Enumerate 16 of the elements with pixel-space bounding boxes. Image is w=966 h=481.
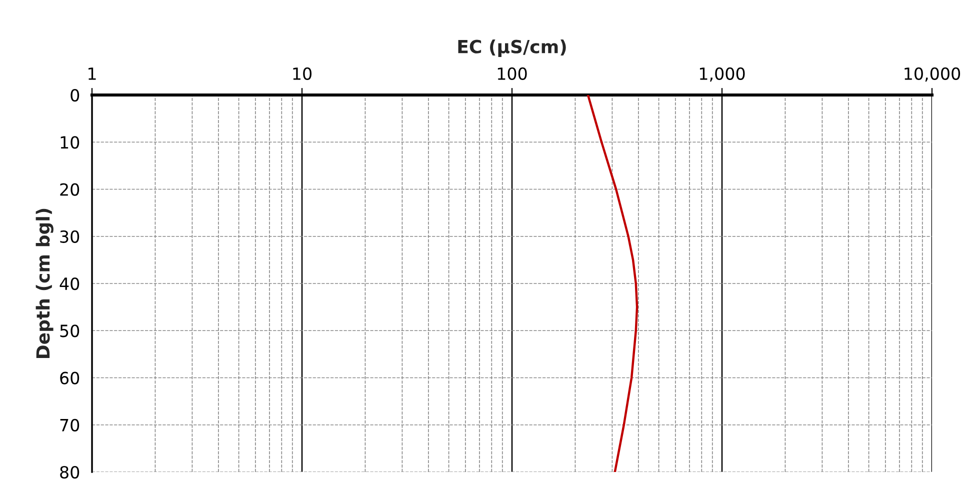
x-tick-label: 10 [293,67,312,80]
x-tick-label: 1 [88,68,96,80]
y-tick-label: 30 [60,230,80,243]
y-axis-title: Depth (cm bgl) [36,208,54,358]
y-tick-label: 20 [60,183,80,196]
y-tick-label: 10 [60,136,80,149]
x-tick-label: 10,000 [904,67,960,82]
y-tick-label: 0 [70,88,80,102]
y-tick-label: 50 [60,324,80,338]
x-tick-label: 1,000 [700,67,745,82]
y-tick-label: 80 [60,466,80,479]
x-tick-label: 100 [498,67,527,80]
y-tick-label: 60 [60,372,80,384]
y-tick-label: 40 [60,277,80,290]
y-tick-label: 70 [60,418,80,432]
x-axis-title: EC (µS/cm) [458,39,566,57]
